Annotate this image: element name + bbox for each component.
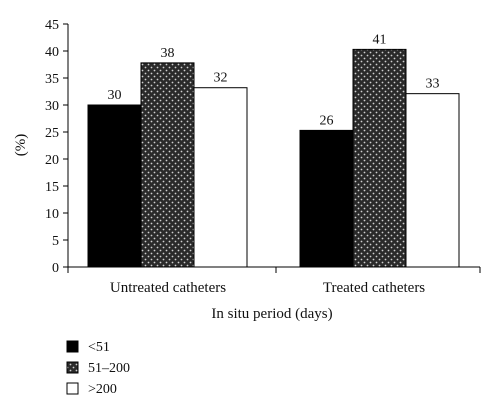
y-tick-label: 40 [45, 45, 59, 60]
bar [299, 129, 354, 268]
legend: <51 51–200 >200 [66, 340, 130, 397]
y-axis-title: (%) [13, 134, 29, 157]
y-tick-label: 5 [52, 234, 59, 249]
data-label: 38 [161, 46, 175, 61]
y-tick-label: 25 [45, 126, 59, 141]
category-label: Untreated catheters [110, 280, 226, 296]
legend-swatch [66, 340, 79, 353]
legend-label: >200 [88, 382, 117, 397]
x-axis-title: In situ period (days) [211, 306, 332, 322]
bar [193, 87, 248, 268]
y-tick-label: 20 [45, 153, 59, 168]
data-label: 32 [214, 71, 228, 86]
data-labels: 30 38 32 26 41 33 [108, 32, 440, 128]
legend-label: 51–200 [88, 361, 130, 376]
data-label: 41 [373, 32, 387, 47]
bars [87, 48, 460, 268]
y-tick-label: 35 [45, 72, 59, 87]
legend-label: <51 [88, 340, 110, 355]
category-label: Treated catheters [323, 280, 425, 296]
bar [87, 104, 142, 268]
bar [140, 62, 195, 268]
y-tick-label: 30 [45, 99, 59, 114]
y-tick-label: 45 [45, 18, 59, 33]
y-tick-label: 0 [52, 261, 59, 276]
legend-swatch [66, 382, 79, 395]
y-axis-ticks: 0 5 10 15 20 25 30 35 40 45 [45, 18, 68, 276]
y-tick-label: 10 [45, 207, 59, 222]
data-label: 33 [426, 77, 440, 92]
y-tick-label: 15 [45, 180, 59, 195]
bar [405, 93, 460, 268]
data-label: 30 [108, 88, 122, 103]
legend-swatch [66, 361, 79, 374]
axes [67, 24, 481, 273]
category-labels: Untreated catheters Treated catheters [110, 280, 425, 296]
data-label: 26 [320, 113, 334, 128]
bar [352, 48, 407, 268]
